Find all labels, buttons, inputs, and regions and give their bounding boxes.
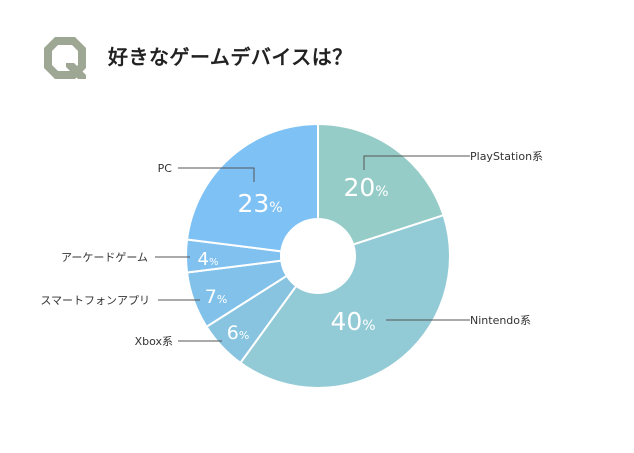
leader-line-5 bbox=[178, 167, 255, 182]
slice-label-5: PC bbox=[158, 162, 173, 175]
slice-label-4: アーケードゲーム bbox=[61, 251, 148, 264]
slice-value-0: 20% bbox=[343, 173, 388, 202]
slice-label-0: PlayStation系 bbox=[470, 150, 543, 163]
slice-value-4: 4% bbox=[198, 249, 219, 270]
slice-value-1: 40% bbox=[330, 307, 375, 336]
pie-slice-5 bbox=[185, 122, 319, 253]
slice-label-2: Xbox系 bbox=[135, 335, 173, 348]
slice-label-3: スマートフォンアプリ bbox=[40, 294, 150, 307]
slice-label-1: Nintendo系 bbox=[470, 314, 531, 327]
pie-slice-0 bbox=[317, 122, 445, 246]
slice-value-3: 7% bbox=[205, 286, 228, 308]
slice-value-2: 6% bbox=[227, 322, 250, 344]
slice-value-5: 23% bbox=[237, 189, 282, 218]
q-badge-icon bbox=[44, 37, 86, 79]
pie-slice-1 bbox=[239, 213, 451, 389]
question-title: 好きなゲームデバイスは？ bbox=[108, 45, 353, 69]
leader-line-0 bbox=[363, 155, 470, 170]
